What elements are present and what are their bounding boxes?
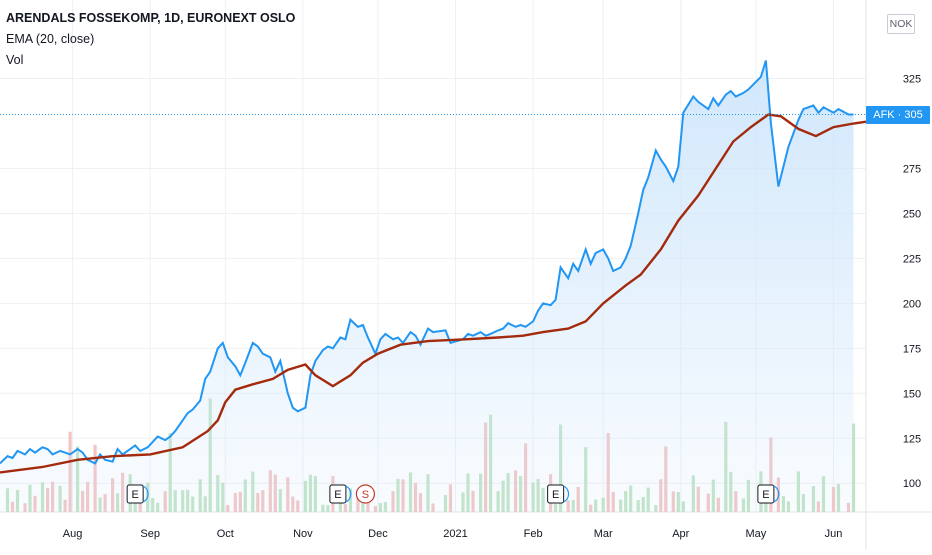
svg-text:E: E bbox=[762, 489, 769, 501]
chart-legend: ARENDALS FOSSEKOMP, 1D, EURONEXT OSLO EM… bbox=[6, 8, 295, 71]
svg-text:E: E bbox=[552, 489, 559, 501]
symbol-title[interactable]: ARENDALS FOSSEKOMP, 1D, EURONEXT OSLO bbox=[6, 11, 296, 25]
ema-legend[interactable]: EMA (20, close) bbox=[6, 32, 95, 46]
y-tick-label: 150 bbox=[903, 388, 921, 400]
svg-text:E: E bbox=[334, 489, 341, 501]
x-tick-label: Feb bbox=[524, 528, 543, 540]
x-tick-label: Apr bbox=[672, 528, 689, 540]
y-tick-label: 275 bbox=[903, 163, 921, 175]
y-tick-label: 325 bbox=[903, 74, 921, 86]
ema-line bbox=[0, 113, 867, 474]
y-tick-label: 125 bbox=[903, 433, 921, 445]
price-area bbox=[0, 60, 854, 512]
x-tick-label: May bbox=[745, 528, 766, 540]
x-tick-label: 2021 bbox=[443, 528, 467, 540]
earnings-marker[interactable]: E bbox=[757, 484, 780, 504]
x-tick-label: Oct bbox=[217, 528, 234, 540]
currency-label[interactable]: NOK bbox=[887, 14, 915, 34]
x-tick-label: Nov bbox=[293, 528, 313, 540]
x-tick-label: Mar bbox=[594, 528, 613, 540]
earnings-marker[interactable]: E bbox=[126, 484, 149, 504]
y-tick-label: 225 bbox=[903, 253, 921, 265]
earnings-marker[interactable]: E bbox=[547, 484, 570, 504]
x-tick-label: Aug bbox=[63, 528, 83, 540]
price-line bbox=[0, 60, 854, 465]
y-tick-label: 200 bbox=[903, 298, 921, 310]
y-tick-label: 250 bbox=[903, 208, 921, 220]
x-tick-label: Jun bbox=[825, 528, 843, 540]
vol-legend[interactable]: Vol bbox=[6, 53, 24, 67]
x-tick-label: Sep bbox=[140, 528, 160, 540]
earnings-marker[interactable]: E bbox=[329, 484, 352, 504]
split-marker[interactable]: S bbox=[355, 484, 376, 504]
svg-text:S: S bbox=[362, 489, 369, 501]
svg-text:E: E bbox=[131, 489, 138, 501]
y-tick-label: 100 bbox=[903, 478, 921, 490]
y-tick-label: 175 bbox=[903, 343, 921, 355]
x-tick-label: Dec bbox=[368, 528, 388, 540]
last-price-tag: AFK · 305 bbox=[866, 105, 930, 124]
